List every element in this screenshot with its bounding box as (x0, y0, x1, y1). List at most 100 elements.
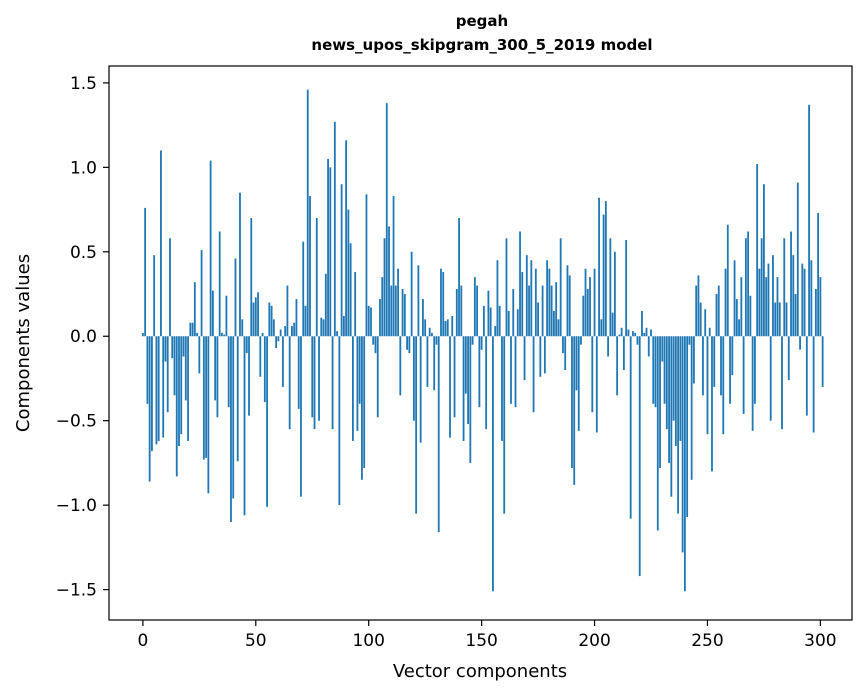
bar (790, 231, 792, 337)
bar (787, 336, 790, 381)
bar (482, 305, 485, 337)
bar (207, 336, 210, 494)
bar (157, 336, 160, 441)
bar (618, 334, 621, 337)
bar (460, 285, 463, 337)
bar (620, 327, 623, 337)
bar (674, 336, 677, 447)
bar (763, 184, 765, 337)
bar (778, 302, 781, 337)
bar (473, 277, 476, 337)
bar (591, 336, 594, 413)
bar (227, 336, 230, 408)
bar (627, 329, 630, 337)
bar (211, 290, 214, 337)
bar (155, 336, 158, 445)
bar (336, 331, 338, 337)
bar (593, 268, 596, 337)
bar (670, 336, 673, 497)
bar (543, 336, 546, 374)
bar (218, 231, 221, 337)
bar (236, 336, 239, 462)
bar (313, 336, 316, 430)
bar (205, 336, 208, 458)
bar (356, 336, 359, 431)
bar (189, 322, 192, 337)
bar (345, 140, 348, 337)
bar (173, 336, 176, 396)
bar (616, 336, 619, 396)
bar (306, 89, 309, 337)
bar (309, 196, 311, 337)
axis-ticks: 0 50 100 150 200 250 300 −1.5 −1.0 −0.5 0.0 0.5 1.0 1… (56, 74, 837, 651)
bar (525, 255, 528, 337)
bar (681, 336, 684, 553)
bar (715, 294, 718, 337)
bar (435, 336, 438, 345)
bar (803, 268, 806, 337)
bar (647, 336, 650, 357)
bar (487, 290, 490, 337)
bar (625, 239, 628, 337)
bar (338, 336, 341, 506)
bar (796, 182, 799, 337)
bar (146, 336, 149, 404)
bar (733, 260, 736, 337)
bar (492, 336, 494, 592)
bar (548, 268, 551, 337)
bar (629, 336, 632, 519)
bar (372, 336, 375, 345)
bar (582, 295, 585, 337)
bar (668, 336, 670, 463)
bar (765, 277, 768, 337)
bar (808, 104, 810, 337)
bar (349, 243, 352, 337)
bar (270, 305, 273, 337)
bar (717, 285, 720, 337)
bar (162, 336, 165, 438)
bar (365, 194, 368, 337)
bar (537, 302, 539, 337)
bar (410, 251, 413, 337)
bar (202, 336, 205, 460)
bar (171, 336, 174, 359)
bar (742, 336, 745, 414)
bar (180, 336, 183, 435)
bar (397, 268, 399, 337)
bar (358, 336, 361, 404)
bar (505, 238, 508, 337)
bar (814, 288, 817, 337)
y-axis-label: Components values (13, 254, 34, 432)
bar (571, 336, 573, 468)
bar (552, 310, 555, 337)
bar (315, 218, 318, 337)
bar (480, 336, 483, 350)
bar (580, 336, 582, 345)
bar (516, 309, 519, 337)
bar (584, 268, 587, 337)
x-tick-label: 250 (691, 631, 723, 651)
bar (589, 277, 591, 337)
bar (476, 285, 479, 337)
bar (417, 265, 420, 337)
bar (144, 207, 147, 337)
bar (769, 336, 772, 421)
bar (239, 192, 241, 337)
bar (426, 336, 429, 387)
x-tick-label: 50 (245, 631, 267, 651)
bar (275, 336, 278, 349)
bar (478, 336, 481, 408)
bar (437, 336, 440, 533)
bar (304, 305, 307, 337)
bar (503, 336, 506, 514)
bar (498, 305, 501, 337)
bar (408, 336, 411, 354)
x-tick-label: 100 (352, 631, 384, 651)
bar (446, 319, 449, 337)
bar (324, 273, 327, 337)
bar (747, 231, 750, 337)
bar (720, 336, 722, 396)
bar (394, 285, 397, 337)
bar (659, 336, 661, 468)
bar (431, 332, 433, 337)
